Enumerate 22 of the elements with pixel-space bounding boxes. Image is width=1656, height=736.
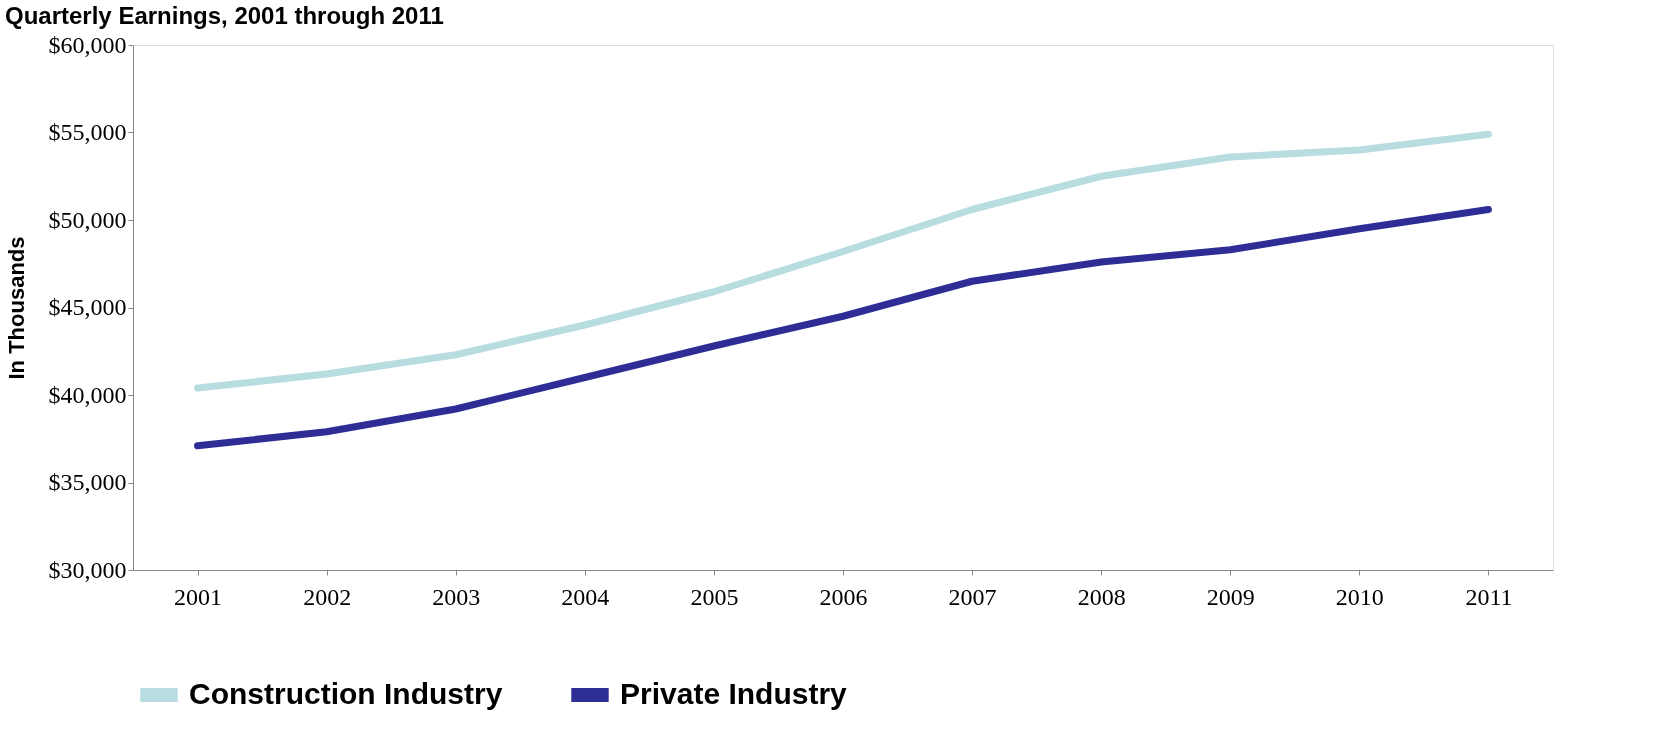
x-tick-label: 2008 <box>1077 583 1126 610</box>
y-tick-label: $40,000 <box>48 381 127 408</box>
y-tick-label: $60,000 <box>48 31 127 58</box>
y-tick-label: $30,000 <box>48 556 127 583</box>
chart-title: Quarterly Earnings, 2001 through 2011 <box>5 2 444 29</box>
y-tick-label: $35,000 <box>48 469 127 495</box>
x-tick-label: 2003 <box>432 583 481 610</box>
x-tick-label: 2009 <box>1206 583 1255 610</box>
x-tick-label: 2010 <box>1335 583 1384 610</box>
x-tick-label: 2006 <box>819 583 868 610</box>
x-tick-label: 2002 <box>303 583 352 610</box>
legend-label: Construction Industry <box>189 677 503 710</box>
x-tick-label: 2007 <box>948 583 997 610</box>
legend-label: Private Industry <box>620 677 848 710</box>
y-axis-title: In Thousands <box>3 236 29 380</box>
x-tick-label: 2001 <box>174 583 223 610</box>
x-tick-label: 2011 <box>1465 583 1513 610</box>
x-tick-label: 2004 <box>561 583 610 610</box>
x-tick-label: 2005 <box>690 583 739 610</box>
y-tick-label: $45,000 <box>48 294 127 320</box>
y-tick-label: $55,000 <box>48 119 127 145</box>
y-tick-label: $50,000 <box>48 206 127 233</box>
